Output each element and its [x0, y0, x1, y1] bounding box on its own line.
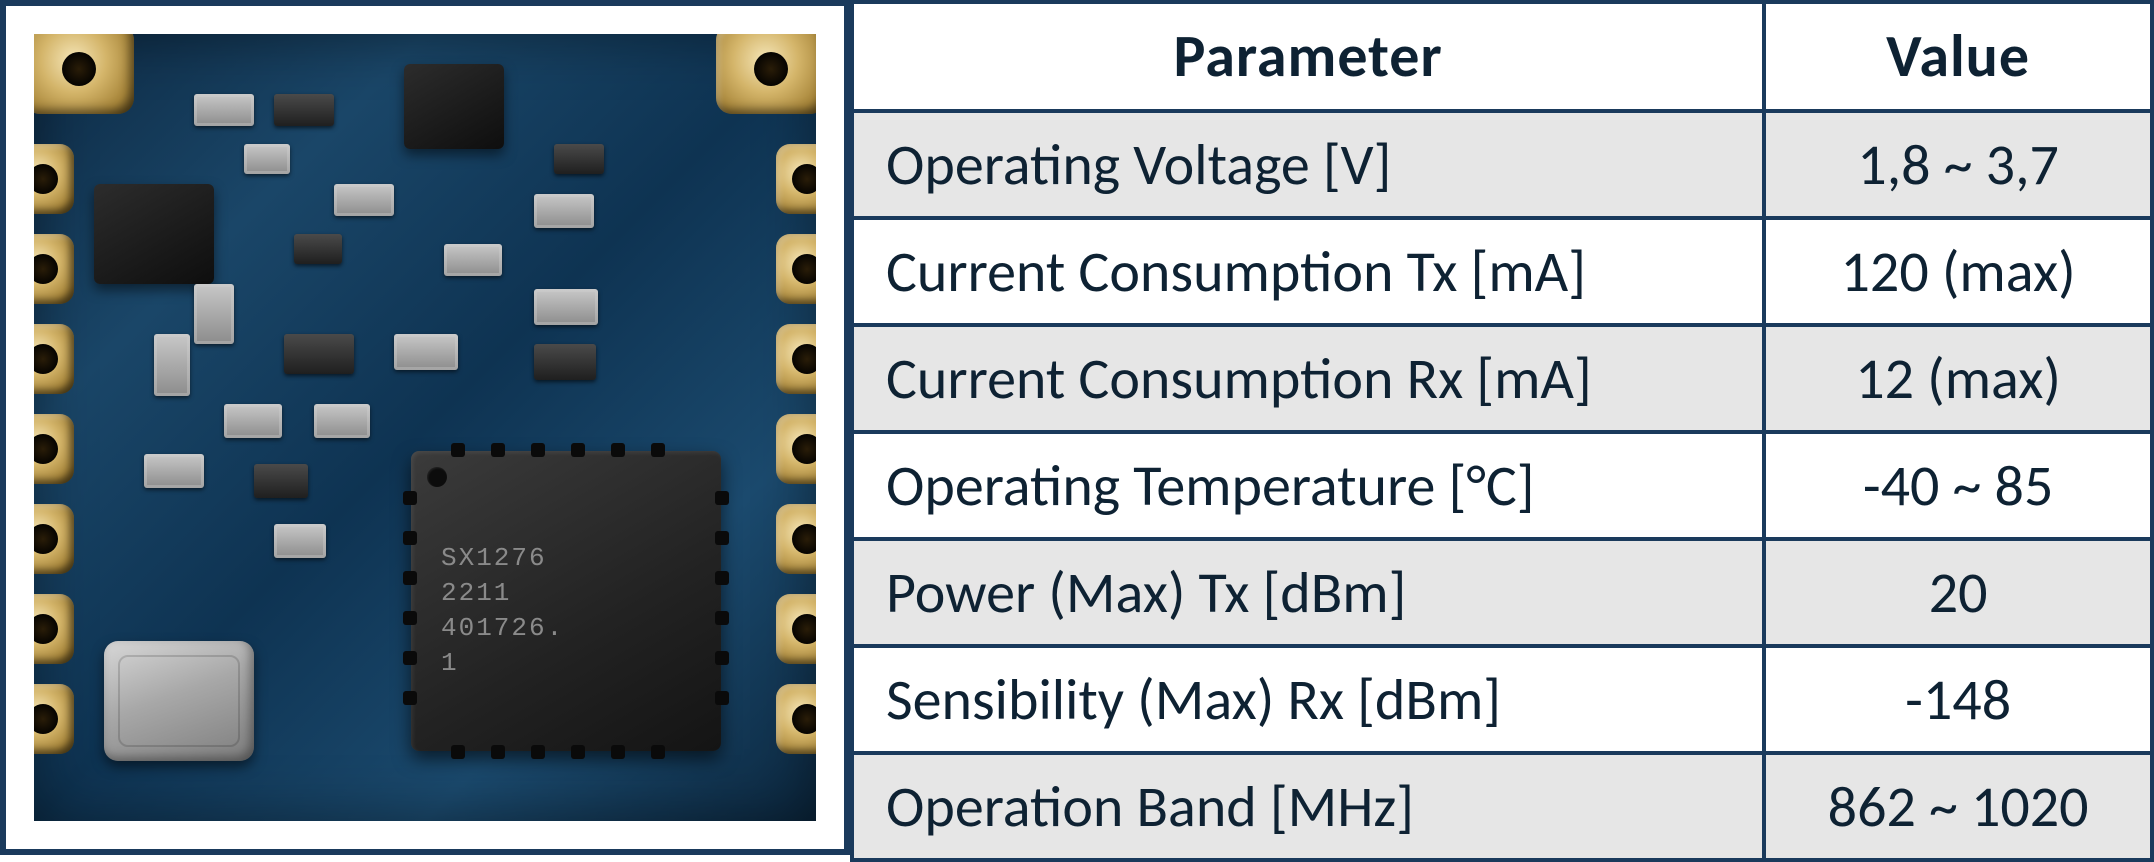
cell-parameter: Operation Band [MHz] — [852, 753, 1764, 860]
smd-passive — [154, 334, 190, 396]
figure-container: SX1276 2211 401726. 1 Parameter Value — [0, 0, 2154, 855]
chip-marking-line: SX1276 — [441, 543, 547, 573]
castellated-pad — [34, 144, 74, 214]
castellated-pad-corner — [716, 34, 816, 114]
table-row: Power (Max) Tx [dBm]20 — [852, 539, 2152, 646]
castellated-pad — [776, 684, 816, 754]
smd-passive — [254, 464, 308, 498]
cell-parameter: Operating Temperature [°C] — [852, 432, 1764, 539]
table-row: Current Consumption Rx [mA]12 (max) — [852, 325, 2152, 432]
castellated-pad — [776, 504, 816, 574]
smd-passive — [194, 94, 254, 126]
smd-passive — [534, 289, 598, 325]
chip-marking-line: 1 — [441, 648, 459, 678]
cell-value: -148 — [1764, 646, 2152, 753]
table-row: Current Consumption Tx [mA]120 (max) — [852, 218, 2152, 325]
spec-table-body: Operating Voltage [V]1,8 ~ 3,7Current Co… — [852, 111, 2152, 860]
sx1276-chip: SX1276 2211 401726. 1 — [411, 451, 721, 751]
castellated-pad — [34, 504, 74, 574]
cell-value: 862 ~ 1020 — [1764, 753, 2152, 860]
smd-passive — [394, 334, 458, 370]
cell-value: 1,8 ~ 3,7 — [1764, 111, 2152, 218]
smd-passive — [334, 184, 394, 216]
castellated-pad — [34, 234, 74, 304]
castellated-pad — [776, 324, 816, 394]
castellated-pad — [34, 684, 74, 754]
castellated-pad — [34, 324, 74, 394]
castellated-pad — [776, 144, 816, 214]
smd-passive — [294, 234, 342, 264]
smd-passive — [554, 144, 604, 174]
table-row: Sensibility (Max) Rx [dBm]-148 — [852, 646, 2152, 753]
castellated-pad-corner — [34, 34, 134, 114]
castellated-pad — [776, 594, 816, 664]
spec-table: Parameter Value Operating Voltage [V]1,8… — [850, 0, 2154, 862]
smd-passive — [194, 284, 234, 344]
smd-passive — [144, 454, 204, 488]
cell-value: 20 — [1764, 539, 2152, 646]
smd-passive — [224, 404, 282, 438]
table-row: Operation Band [MHz]862 ~ 1020 — [852, 753, 2152, 860]
smd-passive — [444, 244, 502, 276]
ic-small-top — [404, 64, 504, 149]
castellated-pad — [34, 594, 74, 664]
smd-passive — [284, 334, 354, 374]
smd-passive — [534, 194, 594, 228]
cell-value: -40 ~ 85 — [1764, 432, 2152, 539]
cell-parameter: Operating Voltage [V] — [852, 111, 1764, 218]
header-value: Value — [1764, 2, 2152, 111]
ic-regulator — [94, 184, 214, 284]
cell-value: 120 (max) — [1764, 218, 2152, 325]
pcb-board: SX1276 2211 401726. 1 — [34, 34, 816, 821]
table-row: Operating Temperature [°C]-40 ~ 85 — [852, 432, 2152, 539]
castellated-pad — [34, 414, 74, 484]
smd-passive — [534, 344, 596, 380]
cell-parameter: Power (Max) Tx [dBm] — [852, 539, 1764, 646]
castellated-pad — [776, 234, 816, 304]
cell-parameter: Sensibility (Max) Rx [dBm] — [852, 646, 1764, 753]
crystal-oscillator — [104, 641, 254, 761]
table-row: Operating Voltage [V]1,8 ~ 3,7 — [852, 111, 2152, 218]
castellated-pad — [776, 414, 816, 484]
header-parameter: Parameter — [852, 2, 1764, 111]
cell-value: 12 (max) — [1764, 325, 2152, 432]
smd-passive — [274, 524, 326, 558]
cell-parameter: Current Consumption Rx [mA] — [852, 325, 1764, 432]
smd-passive — [274, 94, 334, 126]
chip-marking-line: 401726. — [441, 613, 564, 643]
pcb-image-frame: SX1276 2211 401726. 1 — [0, 0, 850, 855]
smd-passive — [314, 404, 370, 438]
table-header-row: Parameter Value — [852, 2, 2152, 111]
smd-passive — [244, 144, 290, 174]
chip-pin1-dot — [427, 467, 447, 487]
chip-marking-line: 2211 — [441, 578, 511, 608]
cell-parameter: Current Consumption Tx [mA] — [852, 218, 1764, 325]
